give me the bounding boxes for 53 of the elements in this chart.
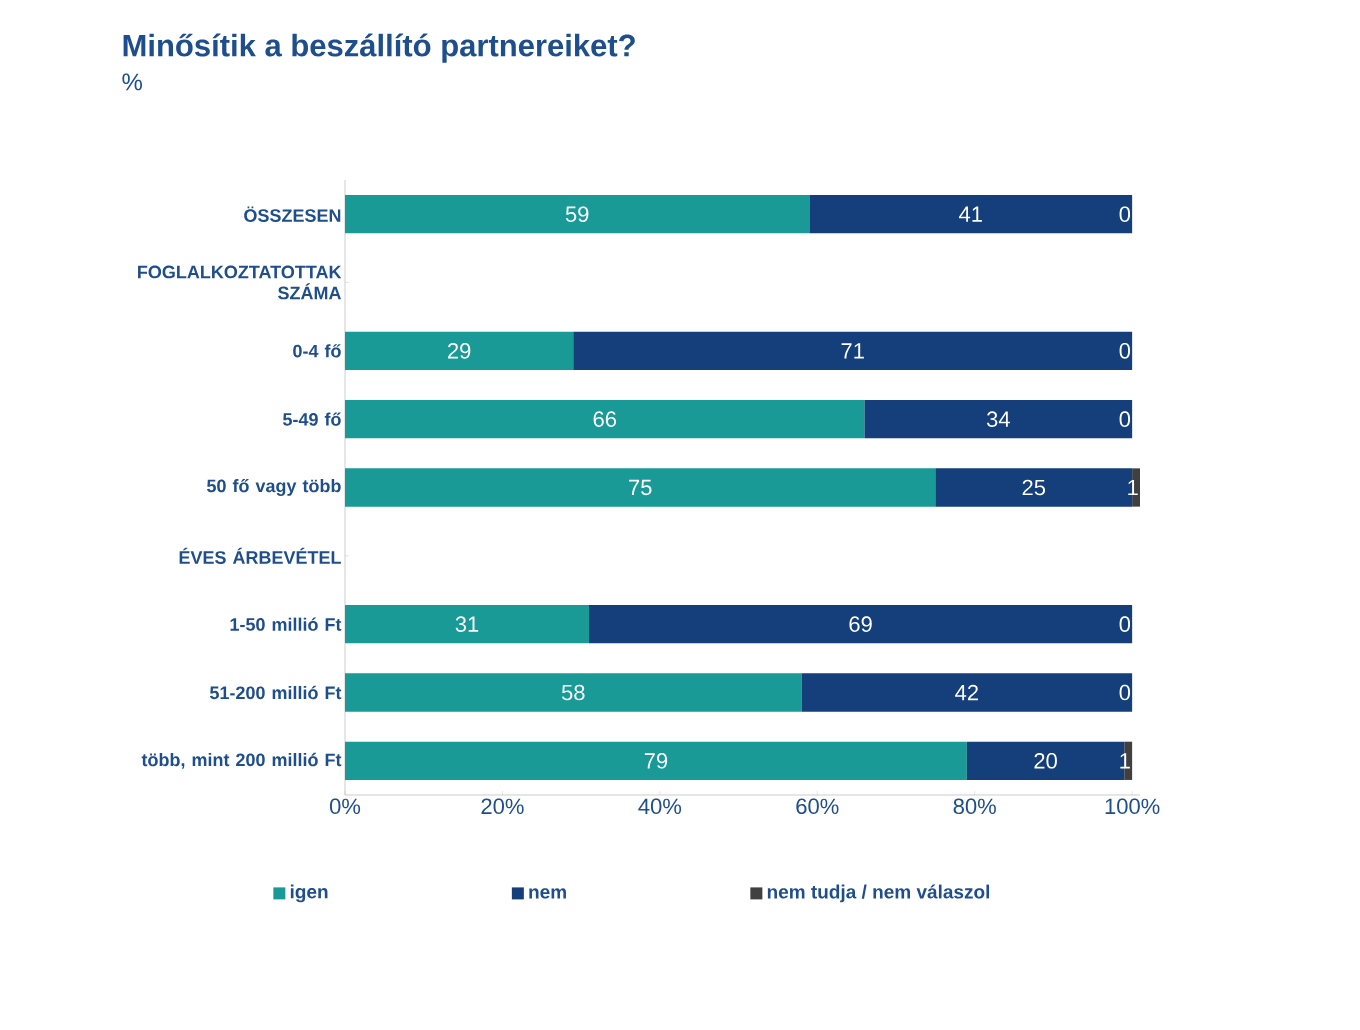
data-label: 0 (1119, 343, 1131, 359)
data-label: 58 (561, 684, 585, 701)
chart-title: Minősítik a beszállító partnereiket? (123, 33, 635, 63)
data-label: 0 (1119, 684, 1131, 701)
data-label: 59 (565, 206, 589, 222)
data-label: 25 (1022, 479, 1046, 496)
x-tick-label: 40% (638, 798, 682, 815)
data-label: 29 (448, 343, 471, 359)
data-label: 1 (1120, 753, 1130, 769)
y-tick-label: ÖSSZESEN (244, 206, 341, 222)
y-tick-label: 51-200 millió Ft (209, 685, 342, 700)
bar (809, 195, 1133, 234)
x-tick-label: 60% (796, 798, 839, 815)
y-tick-label: 0-4 fő (293, 344, 341, 358)
bar (345, 400, 865, 439)
x-tick-label: 80% (953, 798, 996, 815)
data-label: 31 (455, 616, 479, 632)
data-label: 0 (1119, 206, 1131, 222)
data-label: 75 (629, 479, 652, 496)
bar (345, 673, 802, 712)
data-label: 79 (644, 753, 668, 769)
bar (345, 605, 590, 644)
bar (589, 605, 1133, 644)
data-label: 69 (849, 616, 872, 632)
data-label: 34 (986, 411, 1010, 427)
x-tick-label: 20% (481, 798, 524, 815)
data-label: 0 (1119, 411, 1131, 427)
legend-label: igen (290, 884, 328, 903)
bar (864, 400, 1133, 439)
legend-label: nem tudja / nem válaszol (767, 884, 990, 903)
data-label: 42 (955, 684, 978, 701)
y-tick-label: 50 fő vagy több (207, 479, 341, 496)
y-tick-label: 1-50 millió Ft (230, 617, 342, 631)
legend-label: nem (529, 888, 566, 899)
bar (345, 741, 967, 780)
data-label: 1 (1128, 479, 1138, 496)
text: % (122, 73, 143, 91)
data-label: 0 (1119, 616, 1131, 632)
data-label: 71 (841, 343, 864, 359)
x-tick-label: 100% (1105, 798, 1160, 815)
x-tick-label: 0% (329, 798, 361, 815)
data-label: 20 (1034, 753, 1057, 769)
bar (345, 331, 574, 370)
bar (345, 195, 810, 234)
y-tick-label: FOGLALKOZTATOTTAK SZÁMA (138, 265, 342, 300)
y-tick-label: ÉVES ÁRBEVÉTEL (179, 547, 341, 564)
data-label: 41 (959, 206, 982, 222)
y-tick-label: több, mint 200 millió Ft (141, 752, 342, 769)
bar (345, 468, 936, 507)
data-label: 66 (593, 411, 617, 427)
bar (801, 673, 1133, 712)
bar (573, 331, 1133, 370)
y-tick-label: 5-49 fő (283, 412, 341, 426)
